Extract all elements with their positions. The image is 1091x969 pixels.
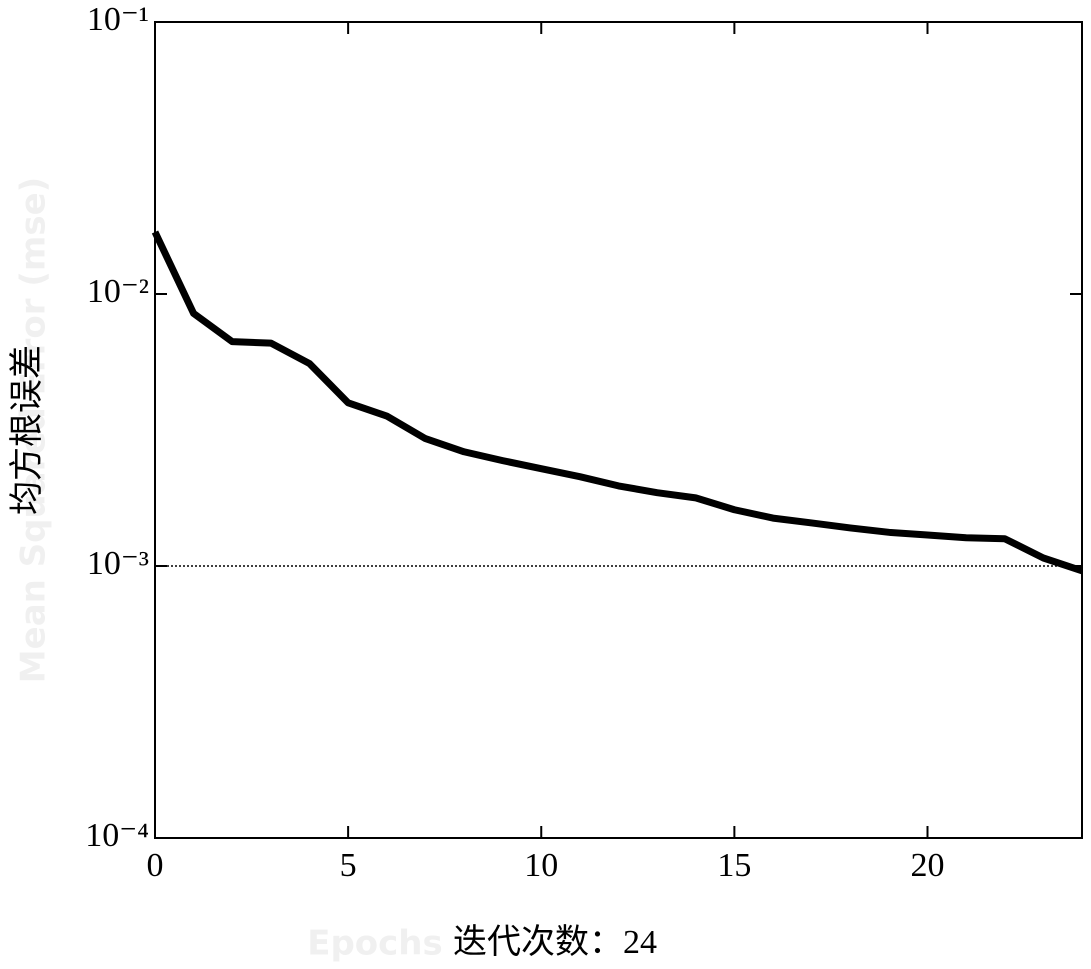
x-tick-label: 5 <box>340 847 357 884</box>
x-tick-label: 10 <box>524 847 558 884</box>
y-axis-label: 均方根误差 <box>8 345 46 515</box>
x-axis-label: 迭代次数：24 <box>453 923 657 961</box>
watermark-x-label: Epochs <box>307 924 443 964</box>
y-tick-label: 10⁻¹ <box>87 1 149 38</box>
y-tick-label: 10⁻² <box>87 273 149 310</box>
y-tick-label: 10⁻³ <box>87 545 149 582</box>
x-tick-label: 0 <box>147 847 164 884</box>
data-line <box>151 230 1084 575</box>
y-tick-label: 10⁻⁴ <box>85 817 149 854</box>
x-tick-label: 15 <box>717 847 751 884</box>
plot-frame <box>154 21 1083 839</box>
watermark-y-label: Mean Squared Error (mse) <box>14 177 54 683</box>
x-tick-label: 20 <box>911 847 945 884</box>
